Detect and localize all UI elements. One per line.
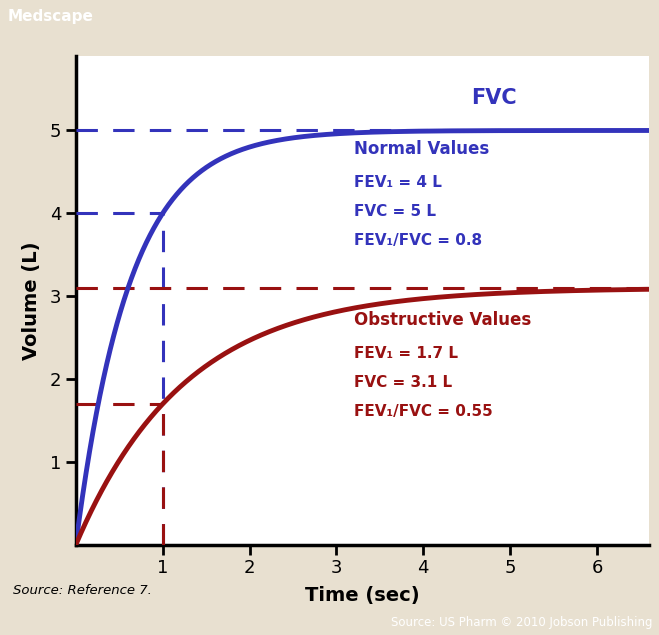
Text: FEV₁ = 4 L: FEV₁ = 4 L bbox=[354, 175, 442, 190]
Text: Obstructive Values: Obstructive Values bbox=[354, 311, 531, 329]
X-axis label: Time (sec): Time (sec) bbox=[305, 585, 420, 605]
Text: FVC = 5 L: FVC = 5 L bbox=[354, 204, 436, 219]
Text: FVC: FVC bbox=[471, 88, 517, 108]
Text: Source: Reference 7.: Source: Reference 7. bbox=[13, 584, 152, 597]
Text: Medscape: Medscape bbox=[8, 10, 94, 24]
Text: FEV₁ = 1.7 L: FEV₁ = 1.7 L bbox=[354, 346, 458, 361]
Y-axis label: Volume (L): Volume (L) bbox=[22, 241, 42, 359]
Text: FVC = 3.1 L: FVC = 3.1 L bbox=[354, 375, 452, 391]
Text: Source: US Pharm © 2010 Jobson Publishing: Source: US Pharm © 2010 Jobson Publishin… bbox=[391, 617, 652, 629]
Text: FEV₁/FVC = 0.55: FEV₁/FVC = 0.55 bbox=[354, 404, 492, 419]
Text: FEV₁/FVC = 0.8: FEV₁/FVC = 0.8 bbox=[354, 233, 482, 248]
Text: Normal Values: Normal Values bbox=[354, 140, 489, 157]
